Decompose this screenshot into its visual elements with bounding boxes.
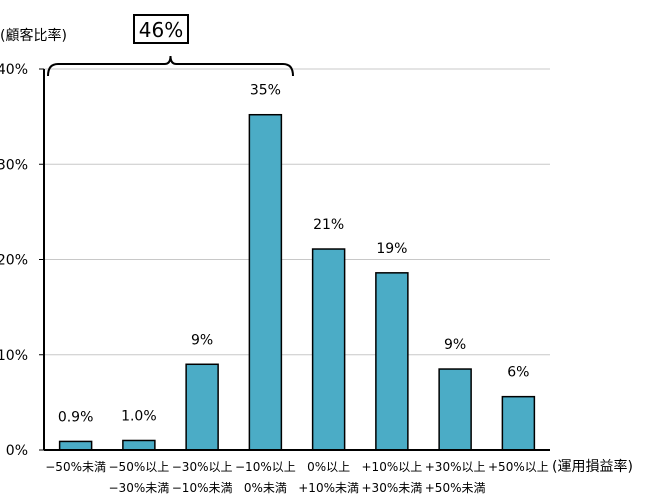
bracket-label: 46% xyxy=(139,18,183,42)
bar xyxy=(248,113,283,451)
bar xyxy=(375,272,409,451)
category-label: −10%以上 xyxy=(235,460,296,474)
data-label: 1.0% xyxy=(121,408,157,424)
data-label: 35% xyxy=(250,83,281,99)
category-label: +50%未満 xyxy=(425,481,486,495)
category-label: 0%以上 xyxy=(307,460,350,474)
bar xyxy=(58,440,93,451)
bracket-group: 46% xyxy=(47,14,294,77)
data-label: 6% xyxy=(507,365,529,381)
bar xyxy=(185,363,219,451)
y-tick-label: 30% xyxy=(0,157,28,173)
gridlines xyxy=(39,68,550,451)
y-tick-label: 10% xyxy=(0,348,28,364)
category-label: −50%以上 xyxy=(109,460,170,474)
category-label: −50%未満 xyxy=(45,460,106,474)
category-label: −30%以上 xyxy=(172,460,233,474)
y-tick-labels: 0% 10% 20% 30% 40% xyxy=(0,62,28,459)
bar xyxy=(311,248,346,451)
bracket-label-box xyxy=(133,14,189,44)
y-tick-label: 40% xyxy=(0,62,28,78)
y-tick-label: 0% xyxy=(6,443,28,459)
category-label: +10%未満 xyxy=(298,481,359,495)
axes xyxy=(43,69,550,451)
bar xyxy=(438,368,472,451)
data-labels: 0.9% 1.0% 9% 35% 21% 19% 9% 6% xyxy=(58,83,530,426)
y-tick-label: 20% xyxy=(0,253,28,269)
category-label: +50%以上 xyxy=(488,460,549,474)
category-label: +30%未満 xyxy=(362,481,423,495)
data-label: 19% xyxy=(376,241,407,257)
bracket xyxy=(47,55,294,77)
x-axis-label: (運用損益率) xyxy=(552,458,633,475)
bars xyxy=(58,113,536,451)
category-label: +10%以上 xyxy=(362,460,423,474)
y-axis-label: (顧客比率) xyxy=(0,27,67,44)
data-label: 0.9% xyxy=(58,409,94,425)
category-label: −10%未満 xyxy=(172,481,233,495)
data-label: 21% xyxy=(313,217,344,233)
bar xyxy=(122,439,156,451)
category-labels: −50%未満 −50%以上 −30%未満−30%以上 −10%未満−10%以上 0%未満… xyxy=(45,460,548,495)
data-label: 9% xyxy=(191,332,213,348)
bar xyxy=(501,395,536,451)
category-label: 0%未満 xyxy=(244,481,287,495)
data-label: 9% xyxy=(444,337,466,353)
category-label: −30%未満 xyxy=(109,481,170,495)
category-label: +30%以上 xyxy=(425,460,486,474)
